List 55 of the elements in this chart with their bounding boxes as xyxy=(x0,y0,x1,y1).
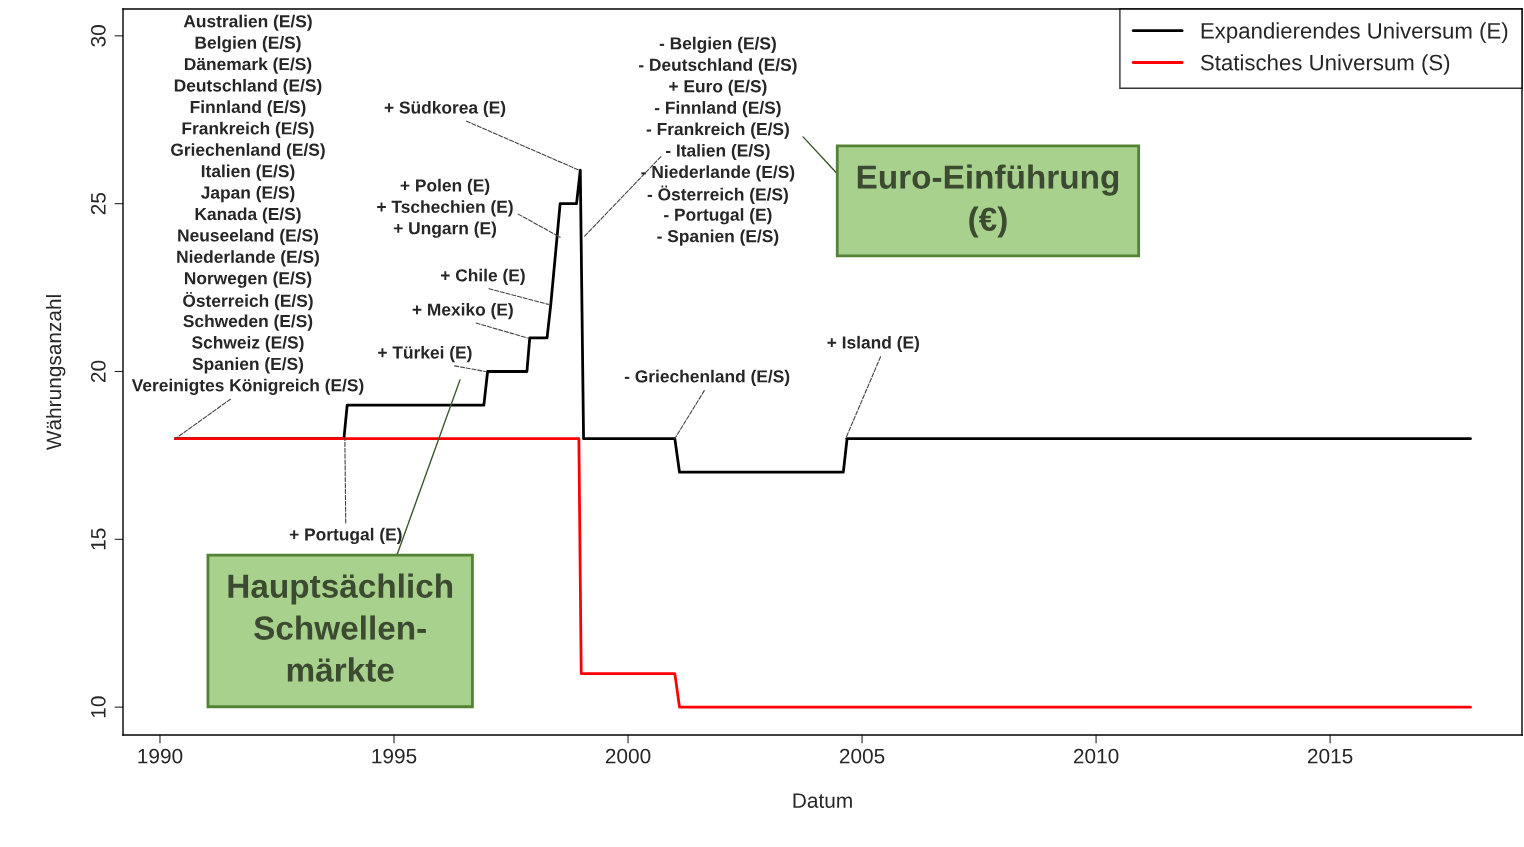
annotation: Niederlande (E/S) xyxy=(177,250,319,267)
annotation: Norwegen (E/S) xyxy=(184,271,312,288)
annotation: + Tschechien (E) xyxy=(377,200,513,217)
annotation: + Euro (E/S) xyxy=(669,79,767,96)
annotation: Hauptsächlich Schwellen- märkte xyxy=(228,573,453,682)
y-tick-label: 25 xyxy=(90,192,106,215)
annotation: - Niederlande (E/S) xyxy=(641,165,795,182)
annotation: - Griechenland (E/S) xyxy=(624,369,790,386)
annotation: Spanien (E/S) xyxy=(192,357,304,374)
annotation: + Chile (E) xyxy=(440,268,525,285)
annotation: + Mexiko (E) xyxy=(412,302,513,320)
annotation: Österreich (E/S) xyxy=(183,291,313,311)
annotation: - Deutschland (E/S) xyxy=(639,58,797,75)
x-tick-label: 2010 xyxy=(1073,748,1119,764)
annotation: Schweiz (E/S) xyxy=(192,335,304,353)
annotation: Deutschland (E/S) xyxy=(174,78,322,96)
annotation: Schweden (E/S) xyxy=(183,314,313,331)
annotation: Belgien (E/S) xyxy=(195,36,301,53)
annotation: Frankreich (E/S) xyxy=(182,121,314,138)
legend-label: Statisches Universum (S) xyxy=(1200,54,1450,75)
annotation: + Polen (E) xyxy=(400,178,490,195)
annotation: Australien (E/S) xyxy=(183,14,312,31)
annotation: Japan (E/S) xyxy=(200,185,295,203)
annotation: + Türkei (E) xyxy=(378,345,472,363)
annotation: - Spanien (E/S) xyxy=(657,229,779,246)
annotation: + Ungarn (E) xyxy=(393,221,496,238)
annotation: Euro-Einführung (€) xyxy=(857,164,1119,238)
annotation: - Finnland (E/S) xyxy=(654,101,781,118)
x-tick-label: 2005 xyxy=(839,748,885,764)
annotation: Vereinigtes Königreich (E/S) xyxy=(131,378,364,395)
annotation: Finnland (E/S) xyxy=(190,100,306,117)
annotation: + Südkorea (E) xyxy=(384,100,506,118)
annotation: Kanada (E/S) xyxy=(195,207,301,224)
legend-label: Expandierendes Universum (E) xyxy=(1201,22,1508,44)
x-tick-label: 2000 xyxy=(605,748,651,764)
annotation: - Belgien (E/S) xyxy=(659,36,776,54)
annotation: - Portugal (E) xyxy=(664,208,772,225)
x-tick-label: 1990 xyxy=(138,748,183,764)
annotation: - Frankreich (E/S) xyxy=(646,122,789,139)
annotation: - Italien (E/S) xyxy=(666,143,770,161)
annotation: - Österreich (E/S) xyxy=(647,185,788,205)
annotation: Griechenland (E/S) xyxy=(171,143,325,160)
x-tick-label: 2015 xyxy=(1307,748,1353,764)
annotation: Neuseeland (E/S) xyxy=(178,228,319,245)
x-tick-label: 1995 xyxy=(372,748,417,764)
y-tick-label: 15 xyxy=(91,528,106,550)
annotation: Dänemark (E/S) xyxy=(184,57,312,74)
annotation: + Island (E) xyxy=(827,335,919,353)
x-axis-title: Datum xyxy=(793,793,852,808)
y-tick-label: 10 xyxy=(90,696,106,718)
annotation: Italien (E/S) xyxy=(201,164,295,181)
annotation: + Portugal (E) xyxy=(289,527,402,545)
y-tick-label: 30 xyxy=(90,25,106,47)
y-axis-title: Währungsanzahl xyxy=(45,295,66,451)
y-tick-label: 20 xyxy=(90,360,106,383)
